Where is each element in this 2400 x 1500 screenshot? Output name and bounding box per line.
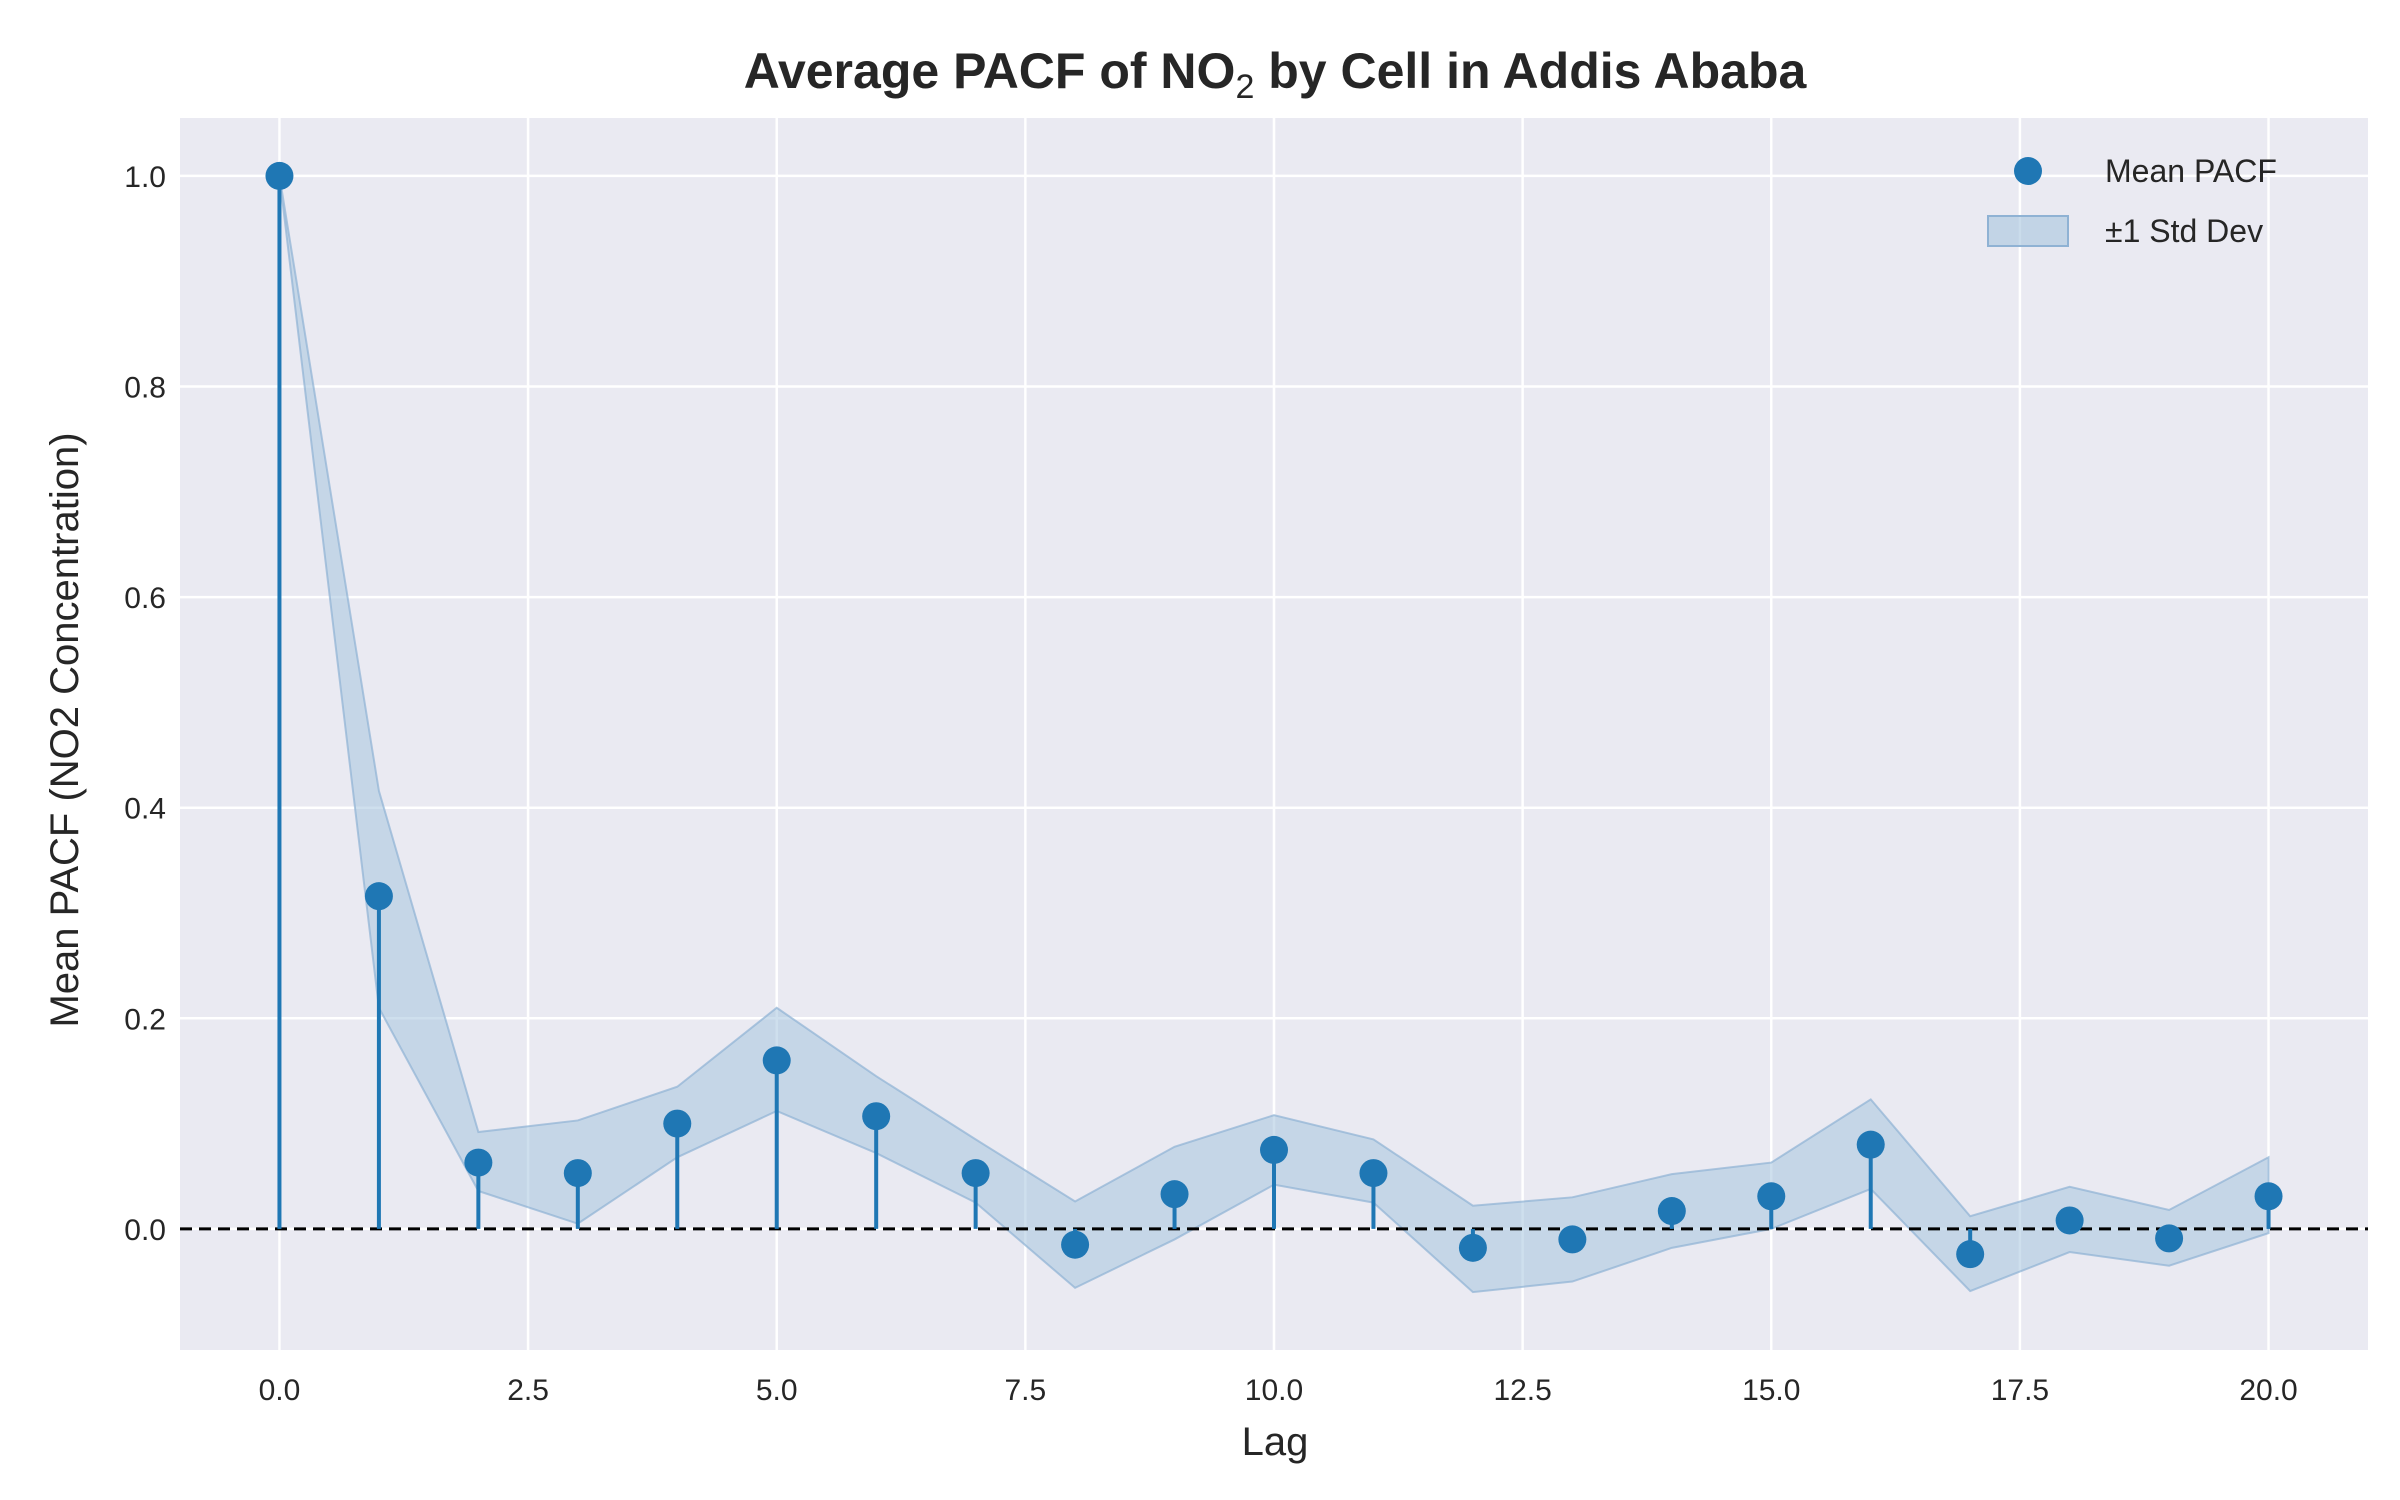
x-tick-label: 10.0 — [1245, 1374, 1303, 1407]
pacf-point — [1160, 1180, 1189, 1209]
y-tick-label: 0.2 — [124, 1003, 166, 1036]
pacf-point — [265, 161, 294, 190]
pacf-point — [1260, 1135, 1288, 1164]
pacf-point — [1458, 1233, 1487, 1262]
gridlines — [180, 118, 2368, 1350]
pacf-point — [1061, 1230, 1090, 1259]
pacf-point — [961, 1159, 990, 1188]
pacf-point — [2055, 1206, 2084, 1235]
y-tick-label: 0.4 — [124, 793, 166, 826]
x-tick-label: 0.0 — [259, 1374, 301, 1407]
y-axis-title: Mean PACF (NO2 Concentration) — [43, 432, 87, 1027]
y-tick-labels: 0.0 0.2 0.4 0.6 0.8 1.0 — [124, 161, 166, 1247]
x-tick-labels: 0.0 2.5 5.0 7.5 10.0 12.5 15.0 17.5 20.0 — [259, 1374, 2298, 1407]
x-tick-label: 12.5 — [1493, 1374, 1551, 1407]
x-tick-label: 17.5 — [1991, 1374, 2049, 1407]
x-axis-title: Lag — [1242, 1420, 1309, 1464]
chart-title-prefix: Average PACF of NO — [744, 43, 1236, 99]
pacf-point — [1657, 1197, 1686, 1226]
y-tick-label: 0.0 — [124, 1214, 166, 1247]
y-tick-label: 0.6 — [124, 582, 166, 615]
legend-label-std-dev: ±1 Std Dev — [2105, 213, 2263, 249]
legend-swatch-std-dev — [1987, 215, 2069, 247]
legend-marker-mean-pacf — [2014, 157, 2042, 185]
pacf-point — [563, 1159, 592, 1188]
y-tick-label: 0.8 — [124, 372, 166, 405]
mean-pacf-points — [265, 161, 2283, 1269]
chart-title: Average PACF of NO2 by Cell in Addis Aba… — [744, 43, 1808, 106]
legend-label-mean-pacf: Mean PACF — [2105, 153, 2277, 189]
y-tick-label: 1.0 — [124, 161, 166, 194]
x-tick-label: 20.0 — [2239, 1374, 2297, 1407]
pacf-point — [1757, 1182, 1786, 1211]
pacf-point — [1856, 1130, 1885, 1159]
chart-title-suffix: by Cell in Addis Ababa — [1254, 43, 1807, 99]
pacf-point — [1956, 1240, 1985, 1269]
pacf-point — [2155, 1224, 2184, 1253]
pacf-point — [1558, 1225, 1587, 1254]
pacf-point — [1359, 1159, 1388, 1188]
pacf-point — [364, 882, 393, 911]
x-tick-label: 15.0 — [1742, 1374, 1800, 1407]
legend: Mean PACF ±1 Std Dev — [1987, 153, 2277, 249]
pacf-point — [663, 1109, 692, 1138]
x-tick-label: 2.5 — [507, 1374, 549, 1407]
pacf-point — [464, 1148, 493, 1177]
pacf-point — [862, 1102, 891, 1131]
chart-title-subscript: 2 — [1235, 68, 1254, 106]
pacf-point — [762, 1046, 791, 1075]
x-tick-label: 5.0 — [756, 1374, 798, 1407]
pacf-point — [2254, 1182, 2283, 1211]
x-tick-label: 7.5 — [1005, 1374, 1047, 1407]
